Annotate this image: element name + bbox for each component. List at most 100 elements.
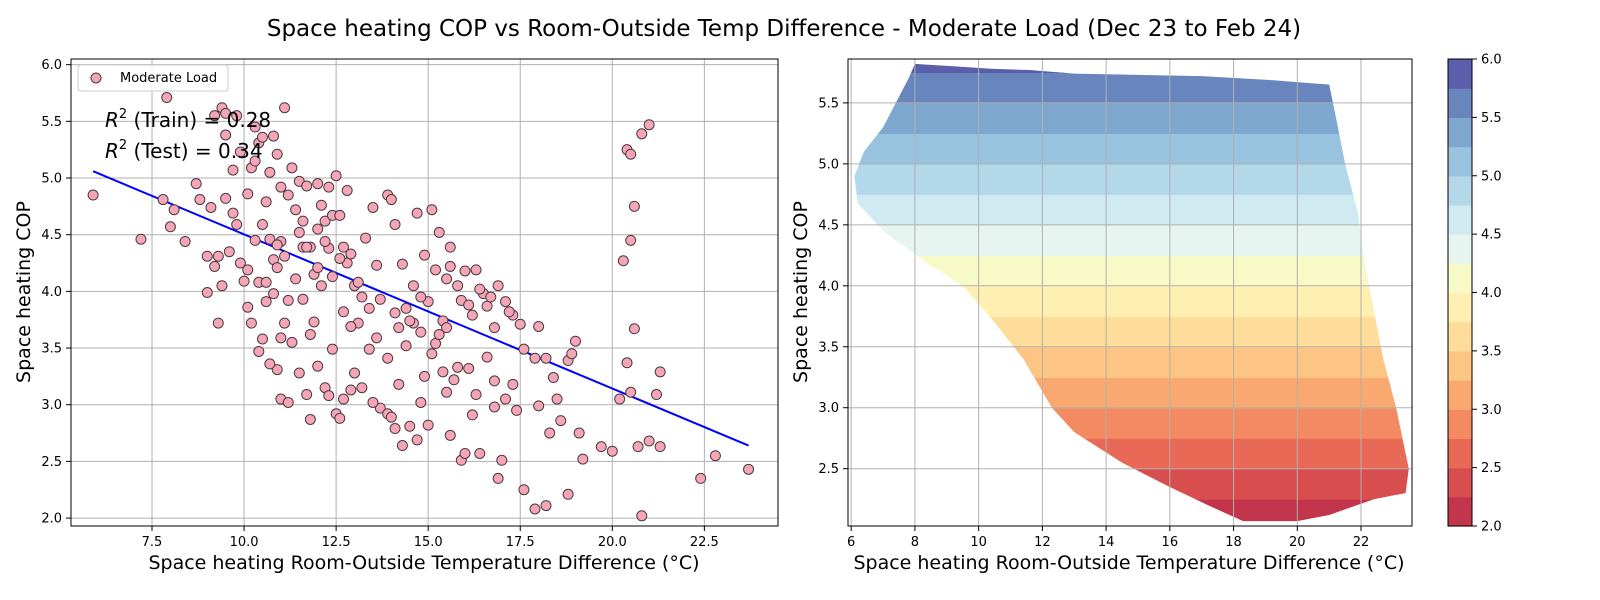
scatter-point	[360, 232, 372, 244]
scatter-point	[511, 404, 523, 416]
scatter-point	[488, 322, 500, 334]
scatter-point	[551, 393, 563, 405]
scatter-point	[341, 184, 353, 196]
scatter-point	[256, 218, 268, 230]
colorbar-tick-label: 5.0	[1481, 169, 1502, 184]
scatter-point	[743, 463, 755, 475]
scatter-point	[264, 166, 276, 178]
scatter-point	[161, 92, 173, 104]
scatter-point	[345, 248, 357, 260]
scatter-panel: 7.5 10.0 12.5 15.0 17.5 20.0 22.5 2.0 2.5 3.0 3.5…	[13, 58, 779, 574]
scatter-point	[249, 121, 261, 133]
scatter-x-tick-label: 10.0	[230, 535, 259, 550]
contour-y-tick-label: 4.0	[818, 279, 839, 294]
scatter-point	[632, 441, 644, 453]
contour-x-axis-label: Space heating Room-Outside Temperature D…	[853, 552, 1404, 574]
scatter-point	[234, 146, 246, 158]
scatter-point	[271, 262, 283, 274]
scatter-point	[135, 233, 147, 245]
scatter-point	[256, 333, 268, 345]
scatter-point	[308, 316, 320, 328]
scatter-point	[654, 441, 666, 453]
scatter-point	[290, 204, 302, 216]
scatter-point	[643, 435, 655, 447]
scatter-point	[452, 361, 464, 373]
scatter-point	[419, 370, 430, 382]
scatter-point	[286, 336, 298, 348]
legend-marker	[90, 72, 102, 84]
scatter-point	[201, 287, 213, 298]
scatter-point	[389, 307, 401, 319]
scatter-point	[448, 374, 460, 386]
scatter-point	[209, 110, 221, 122]
colorbar-band	[1448, 204, 1472, 235]
scatter-point	[411, 434, 423, 446]
contour-y-axis-label: Space heating COP	[790, 201, 812, 383]
scatter-point	[625, 234, 637, 246]
scatter-point	[617, 255, 629, 267]
scatter-point	[463, 299, 475, 311]
scatter-point	[312, 360, 324, 372]
scatter-point	[470, 264, 482, 276]
scatter-point	[231, 110, 243, 122]
scatter-point	[326, 271, 338, 283]
contour-x-tick-label: 20	[1289, 535, 1306, 550]
scatter-y-tick-label: 3.5	[41, 342, 62, 357]
scatter-point	[544, 427, 556, 439]
scatter-y-tick-label: 3.0	[41, 398, 62, 413]
scatter-point	[496, 454, 508, 466]
colorbar-tick-label: 4.5	[1481, 228, 1502, 243]
scatter-point	[481, 300, 493, 312]
scatter-point	[533, 321, 545, 333]
contour-x-ticks: 6 8 10 12 14 16 18 20 22	[847, 526, 1369, 550]
colorbar-band	[1448, 380, 1472, 410]
scatter-point	[389, 423, 401, 435]
scatter-point	[396, 440, 408, 452]
contour-x-tick-label: 14	[1098, 535, 1115, 550]
scatter-point	[382, 352, 394, 364]
contour-y-tick-label: 4.5	[818, 218, 839, 233]
scatter-x-tick-label: 12.5	[322, 535, 351, 550]
colorbar-band	[1448, 409, 1472, 440]
scatter-y-tick-label: 5.5	[41, 115, 62, 130]
scatter-point	[437, 366, 449, 378]
scatter-point	[488, 401, 500, 413]
scatter-point	[367, 396, 379, 408]
scatter-point	[533, 400, 545, 412]
scatter-point	[507, 378, 519, 390]
scatter-point	[367, 201, 379, 213]
scatter-point	[441, 273, 453, 285]
colorbar-band	[1448, 146, 1472, 177]
contour-band	[854, 377, 1409, 409]
contour-x-tick-label: 12	[1034, 535, 1051, 550]
scatter-point	[352, 276, 364, 288]
colorbar-band	[1448, 321, 1472, 352]
scatter-point	[444, 241, 456, 253]
legend-label: Moderate Load	[120, 71, 217, 86]
scatter-point	[625, 386, 637, 398]
scatter-point	[411, 207, 423, 219]
contour-band	[854, 468, 1409, 500]
scatter-point	[264, 233, 276, 245]
scatter-point	[286, 162, 298, 174]
scatter-point	[371, 332, 383, 344]
contour-axes-frame	[847, 58, 1413, 527]
scatter-point	[492, 280, 504, 292]
colorbar-tick-label: 3.0	[1481, 403, 1502, 418]
colorbar-tick-label: 2.0	[1481, 520, 1502, 535]
scatter-point	[220, 192, 232, 204]
contour-x-tick-label: 18	[1225, 535, 1242, 550]
scatter-point	[628, 200, 640, 212]
scatter-point	[205, 201, 217, 213]
colorbar-band	[1448, 234, 1472, 264]
scatter-point	[518, 343, 530, 355]
scatter-point	[164, 221, 176, 233]
scatter-point	[212, 317, 224, 329]
contour-band	[854, 438, 1409, 470]
scatter-point	[374, 402, 386, 414]
scatter-point	[271, 364, 283, 376]
contour-x-tick-label: 22	[1353, 535, 1370, 550]
scatter-point	[201, 250, 213, 262]
scatter-point	[396, 258, 408, 270]
scatter-point	[253, 345, 265, 357]
